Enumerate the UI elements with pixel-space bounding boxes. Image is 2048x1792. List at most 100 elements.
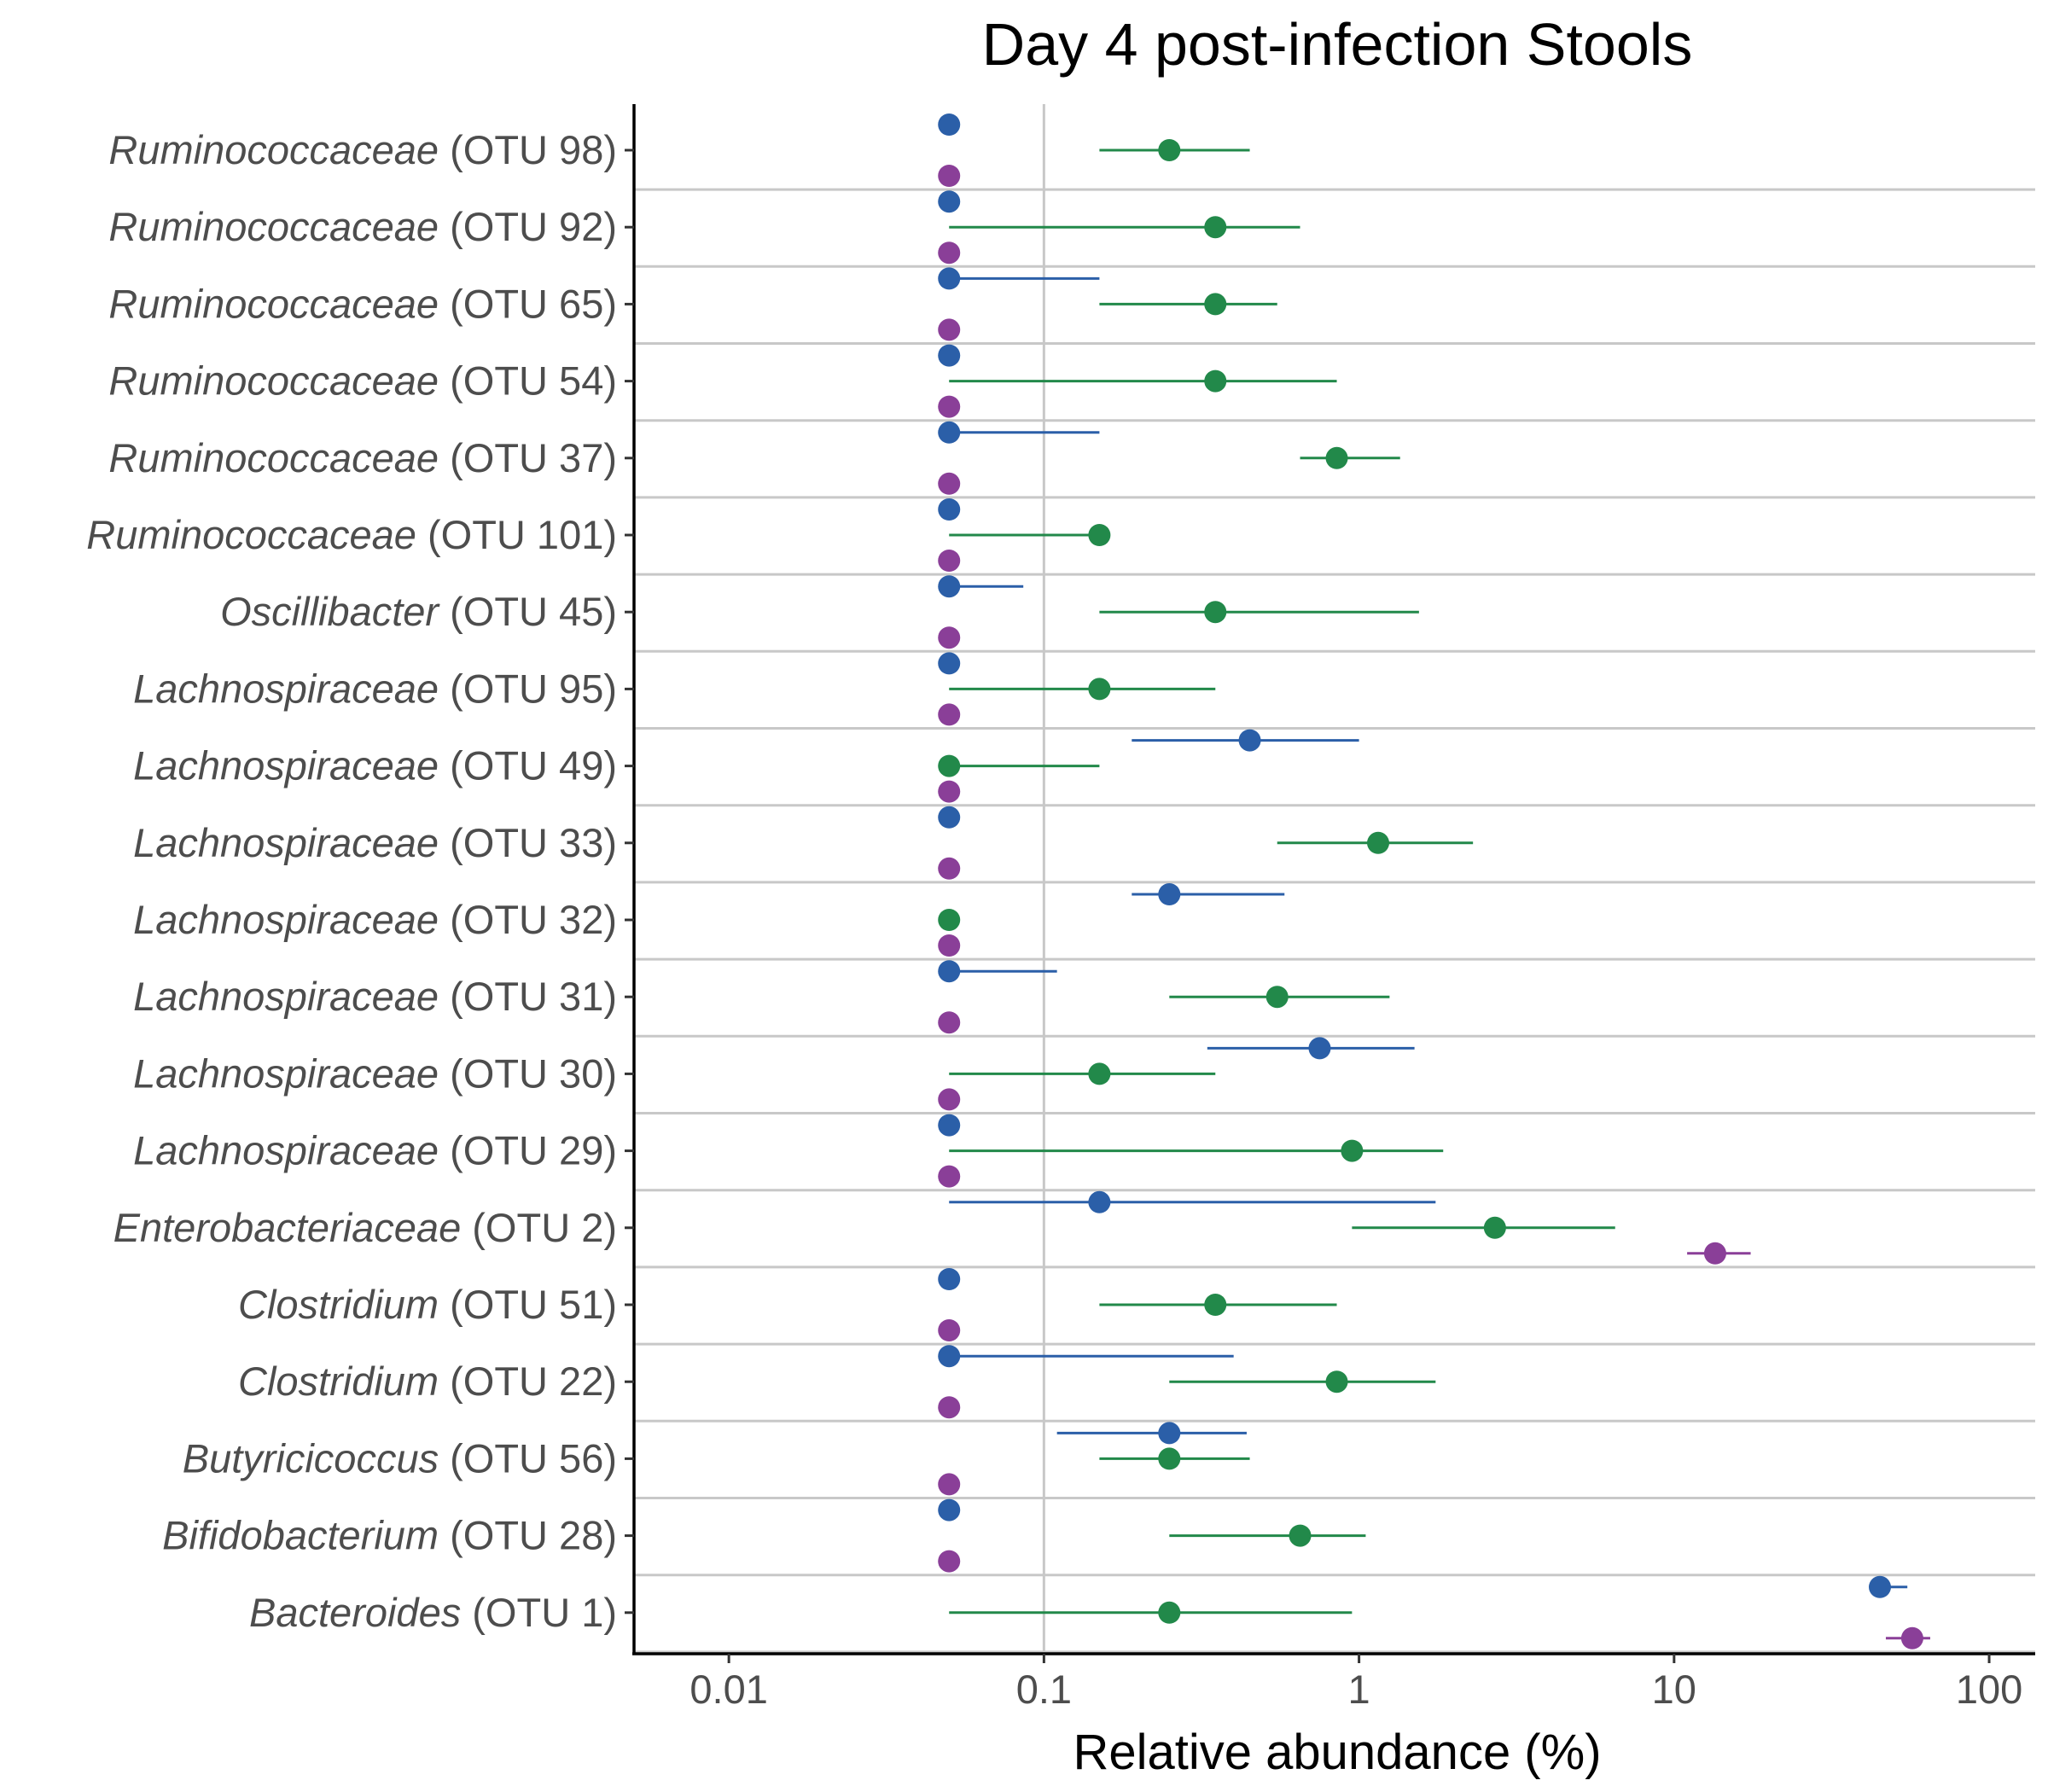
data-point xyxy=(938,267,961,290)
error-bar-layer xyxy=(949,148,1930,1640)
y-tick-label: Butyricicoccus (OTU 56) xyxy=(183,1435,617,1481)
x-axis-title: Relative abundance (%) xyxy=(1073,1725,1601,1780)
grid-layer xyxy=(634,104,2035,1654)
data-point xyxy=(1900,1626,1923,1649)
data-point xyxy=(938,652,961,675)
otu-id: (OTU 2) xyxy=(461,1205,617,1250)
y-tick-label: Ruminococcaceae (OTU 101) xyxy=(86,512,617,557)
data-point xyxy=(938,1268,961,1290)
data-point xyxy=(938,113,961,136)
taxon-name: Ruminococcaceae xyxy=(108,204,439,249)
taxon-name: Bifidobacterium xyxy=(162,1513,439,1558)
otu-id: (OTU 22) xyxy=(439,1359,617,1404)
taxon-name: Lachnospiraceae xyxy=(133,974,439,1019)
y-tick-label: Lachnospiraceae (OTU 31) xyxy=(133,974,617,1019)
data-point xyxy=(1204,601,1227,624)
otu-id: (OTU 54) xyxy=(439,358,617,404)
data-point xyxy=(938,190,961,213)
data-point xyxy=(938,857,961,880)
otu-id: (OTU 30) xyxy=(439,1050,617,1096)
data-point xyxy=(938,1011,961,1034)
data-point xyxy=(938,498,961,521)
taxon-name: Lachnospiraceae xyxy=(133,666,439,711)
data-point xyxy=(938,1396,961,1419)
data-point xyxy=(1265,986,1289,1009)
y-tick-label: Ruminococcaceae (OTU 54) xyxy=(108,358,617,404)
data-point xyxy=(1204,1294,1227,1316)
taxon-name: Lachnospiraceae xyxy=(133,1128,439,1173)
data-point xyxy=(1367,831,1390,854)
data-point xyxy=(938,934,961,957)
data-point xyxy=(1158,883,1181,905)
y-tick-label: Ruminococcaceae (OTU 37) xyxy=(108,435,617,480)
data-point xyxy=(938,1114,961,1137)
data-point xyxy=(1158,1601,1181,1624)
data-point xyxy=(1204,216,1227,239)
y-tick-label: Lachnospiraceae (OTU 95) xyxy=(133,666,617,711)
taxon-name: Ruminococcaceae xyxy=(108,435,439,480)
data-point xyxy=(938,626,961,649)
data-point xyxy=(1289,1524,1312,1547)
taxon-name: Oscillibacter xyxy=(220,589,440,634)
taxon-name: Lachnospiraceae xyxy=(133,1050,439,1096)
data-point xyxy=(938,1498,961,1521)
data-point xyxy=(1325,1370,1348,1393)
data-point xyxy=(1308,1037,1331,1060)
data-point xyxy=(938,1550,961,1573)
data-point xyxy=(938,421,961,444)
data-point xyxy=(1325,446,1348,469)
taxon-name: Butyricicoccus xyxy=(183,1435,439,1481)
data-point xyxy=(938,1319,961,1341)
y-tick-label: Clostridium (OTU 22) xyxy=(238,1359,617,1404)
data-point xyxy=(938,395,961,418)
data-point xyxy=(938,806,961,829)
data-point xyxy=(1204,293,1227,316)
data-point xyxy=(1341,1139,1364,1162)
otu-id: (OTU 31) xyxy=(439,974,617,1019)
taxon-name: Ruminococcaceae xyxy=(108,281,439,326)
data-point xyxy=(1088,1190,1111,1213)
y-tick-label: Lachnospiraceae (OTU 32) xyxy=(133,897,617,942)
data-point xyxy=(1158,1447,1181,1470)
y-tick-label: Enterobacteriaceae (OTU 2) xyxy=(113,1205,617,1250)
taxon-name: Ruminococcaceae xyxy=(108,127,439,172)
data-point xyxy=(938,960,961,983)
otu-id: (OTU 98) xyxy=(439,127,617,172)
otu-id: (OTU 33) xyxy=(439,820,617,865)
data-point xyxy=(1088,1062,1111,1085)
y-axis-labels: Ruminococcaceae (OTU 98)Ruminococcaceae … xyxy=(86,127,617,1635)
data-point xyxy=(1088,524,1111,546)
x-tick-label: 0.01 xyxy=(689,1667,767,1712)
taxon-name: Clostridium xyxy=(238,1282,439,1327)
data-point xyxy=(938,703,961,726)
otu-id: (OTU 37) xyxy=(439,435,617,480)
data-point xyxy=(1204,369,1227,393)
data-point xyxy=(1703,1242,1726,1265)
data-point xyxy=(1158,1422,1181,1445)
taxon-name: Enterobacteriaceae xyxy=(113,1205,462,1250)
otu-id: (OTU 56) xyxy=(439,1435,617,1481)
x-axis-tick-labels: 0.01 0.1 1 10 100 xyxy=(689,1667,2022,1712)
axis-layer xyxy=(625,104,2035,1663)
data-point xyxy=(938,344,961,367)
taxon-name: Clostridium xyxy=(238,1359,439,1404)
otu-id: (OTU 101) xyxy=(416,512,617,557)
otu-id: (OTU 49) xyxy=(439,743,617,788)
data-point xyxy=(1483,1216,1506,1239)
otu-id: (OTU 28) xyxy=(439,1513,617,1558)
y-tick-label: Ruminococcaceae (OTU 98) xyxy=(108,127,617,172)
otu-id: (OTU 95) xyxy=(439,666,617,711)
y-tick-label: Bifidobacterium (OTU 28) xyxy=(162,1513,617,1558)
y-tick-label: Clostridium (OTU 51) xyxy=(238,1282,617,1327)
data-point xyxy=(938,1088,961,1111)
y-tick-label: Oscillibacter (OTU 45) xyxy=(220,589,617,634)
data-point xyxy=(1088,678,1111,701)
taxon-name: Lachnospiraceae xyxy=(133,743,439,788)
data-point xyxy=(1869,1575,1892,1598)
otu-id: (OTU 65) xyxy=(439,281,617,326)
y-tick-label: Lachnospiraceae (OTU 29) xyxy=(133,1128,617,1173)
otu-id: (OTU 32) xyxy=(439,897,617,942)
data-point xyxy=(1158,139,1181,161)
y-tick-label: Ruminococcaceae (OTU 92) xyxy=(108,204,617,249)
otu-id: (OTU 92) xyxy=(439,204,617,249)
